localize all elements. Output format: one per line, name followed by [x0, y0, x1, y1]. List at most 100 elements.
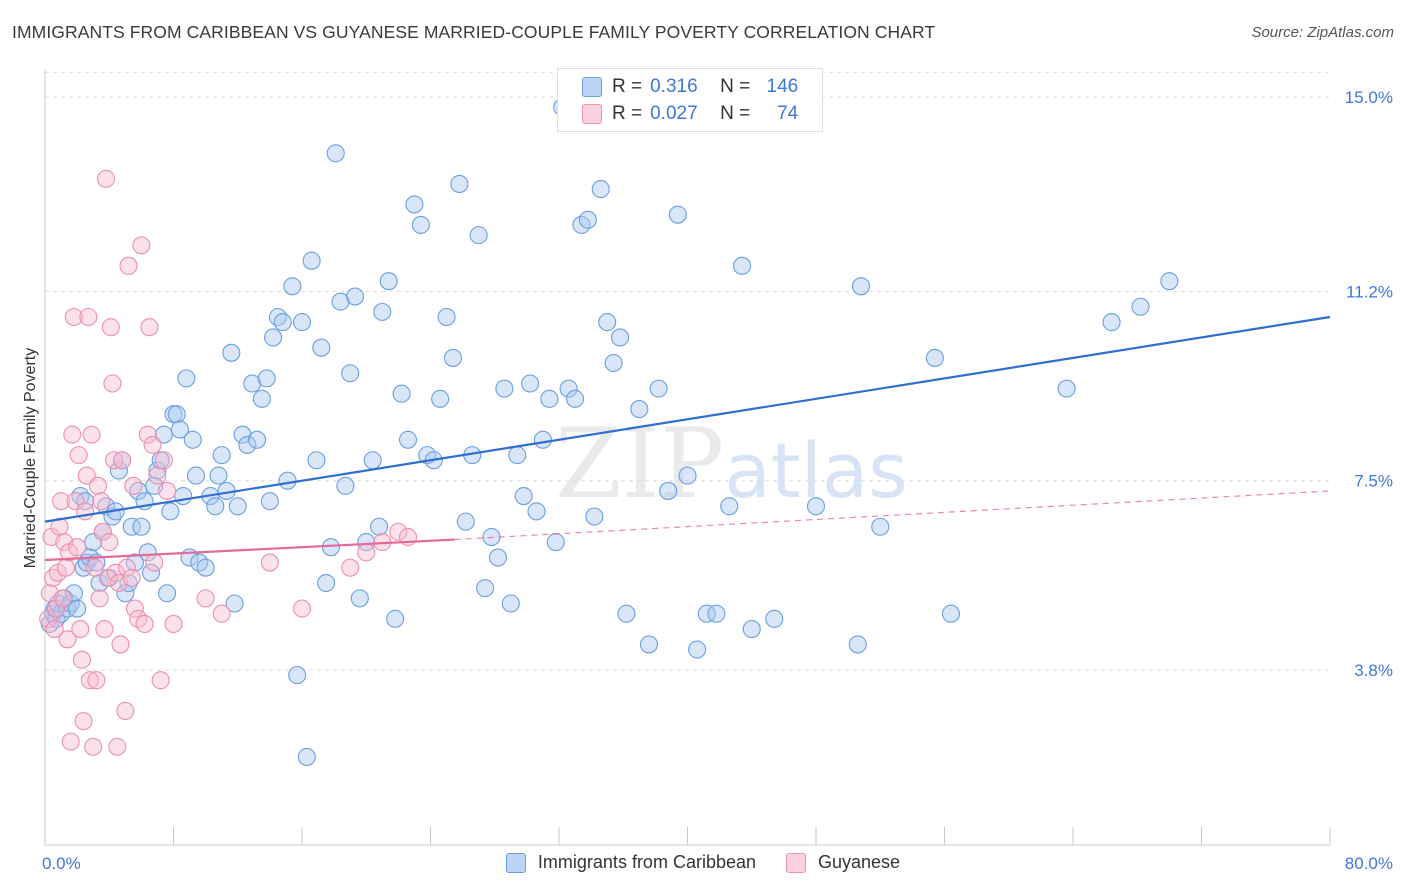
guyanese-point [58, 630, 77, 649]
caribbean-point [357, 533, 376, 552]
guyanese-point [76, 502, 95, 521]
guyanese-point [47, 599, 66, 618]
tick-labels: 3.8% 7.5% 11.2% 15.0% 0.0% 80.0% [42, 88, 1393, 873]
guyanese-point [341, 558, 360, 577]
caribbean-point [341, 364, 360, 383]
caribbean-point [268, 307, 287, 327]
caribbean-point [411, 215, 430, 234]
caribbean-point [591, 180, 610, 199]
guyanese-point [113, 451, 132, 470]
x-tick-label-max: 80.0% [1345, 854, 1393, 873]
caribbean-point [1160, 272, 1179, 291]
guyanese-point [145, 553, 164, 572]
guyanese-point [111, 635, 130, 654]
caribbean-point [109, 461, 128, 480]
caribbean-point [871, 517, 890, 536]
caribbean-point [161, 502, 180, 521]
y-axis-label: Married-Couple Family Poverty [22, 348, 39, 569]
caribbean-point [222, 343, 241, 362]
caribbean-point [260, 492, 279, 511]
caribbean-point [174, 487, 193, 506]
r-value: 0.027 [650, 103, 698, 124]
guyanese-point [357, 543, 376, 562]
caribbean-point [450, 174, 469, 194]
caribbean-point [379, 272, 398, 291]
caribbean-point [321, 538, 340, 557]
guyanese-point [69, 446, 88, 465]
caribbean-point [559, 379, 578, 398]
caribbean-point [639, 635, 659, 654]
caribbean-point [336, 476, 355, 495]
guyanese-point [108, 737, 127, 756]
caribbean-point [488, 548, 508, 567]
caribbean-point [68, 599, 87, 618]
caribbean-point [848, 635, 867, 654]
caribbean-point [119, 573, 138, 593]
caribbean-point [206, 497, 225, 516]
guyanese-point [158, 481, 177, 500]
guyanese-point [93, 522, 112, 541]
caribbean-point [668, 205, 687, 224]
caribbean-point [469, 226, 488, 245]
guyanese-point [88, 476, 108, 495]
caribbean-point [312, 338, 331, 357]
guyanese-point [151, 671, 170, 690]
guyanese-point [124, 476, 143, 495]
caribbean-point [370, 517, 389, 536]
series-guyanese-points [39, 169, 418, 756]
caribbean-point [546, 533, 565, 552]
caribbean-point [508, 446, 527, 465]
guyanese-point [90, 589, 109, 608]
caribbean-point [307, 451, 326, 470]
caribbean-point [1057, 379, 1076, 398]
caribbean-point [363, 451, 382, 470]
guyanese-point [45, 620, 64, 639]
caribbean-point [851, 277, 871, 296]
caribbean-point [273, 313, 292, 332]
guyanese-point [96, 169, 116, 188]
caribbean-point [925, 348, 944, 367]
caribbean-point [566, 389, 585, 408]
n-value: 74 [777, 103, 799, 124]
caribbean-point [288, 666, 307, 685]
caribbean-point [252, 389, 271, 408]
guyanese-point [72, 650, 91, 669]
caribbean-point [64, 584, 83, 603]
legend-item-guyanese[interactable]: Guyanese [786, 852, 900, 873]
chart-title: IMMIGRANTS FROM CARIBBEAN VS GUYANESE MA… [12, 22, 936, 42]
guyanese-point [77, 466, 96, 485]
caribbean-point [243, 374, 262, 393]
caribbean-point [405, 195, 424, 214]
guyanese-point [52, 492, 71, 511]
caribbean-point [238, 435, 257, 454]
caribbean-point [443, 348, 463, 367]
caribbean-point [578, 210, 597, 229]
guyanese-point [164, 614, 183, 634]
caribbean-point [209, 466, 228, 485]
caribbean-point [264, 328, 283, 347]
caribbean-point [345, 287, 365, 306]
caribbean-point [331, 292, 350, 311]
n-value: 146 [766, 76, 799, 97]
guyanese-point [80, 671, 100, 690]
guyanese-point [53, 589, 72, 608]
legend-item-caribbean[interactable]: Immigrants from Caribbean [505, 852, 756, 873]
caribbean-point [76, 492, 95, 511]
guyanese-point [143, 435, 162, 454]
series-legend: Immigrants from Caribbean Guyanese [0, 852, 1406, 873]
caribbean-point [302, 251, 321, 270]
guyanese-point [117, 558, 136, 577]
guyanese-point [82, 425, 101, 444]
guyanese-swatch [582, 104, 602, 124]
y-tick-label: 11.2% [1346, 282, 1393, 301]
caribbean-point [697, 604, 716, 623]
guyanese-point [148, 466, 167, 485]
caribbean-point [501, 594, 520, 613]
guyanese-point [138, 425, 157, 444]
caribbean-point [521, 374, 540, 393]
caribbean-point [604, 353, 623, 373]
caribbean-point [392, 384, 411, 403]
guyanese-point [196, 589, 215, 608]
caribbean-swatch [582, 77, 602, 97]
